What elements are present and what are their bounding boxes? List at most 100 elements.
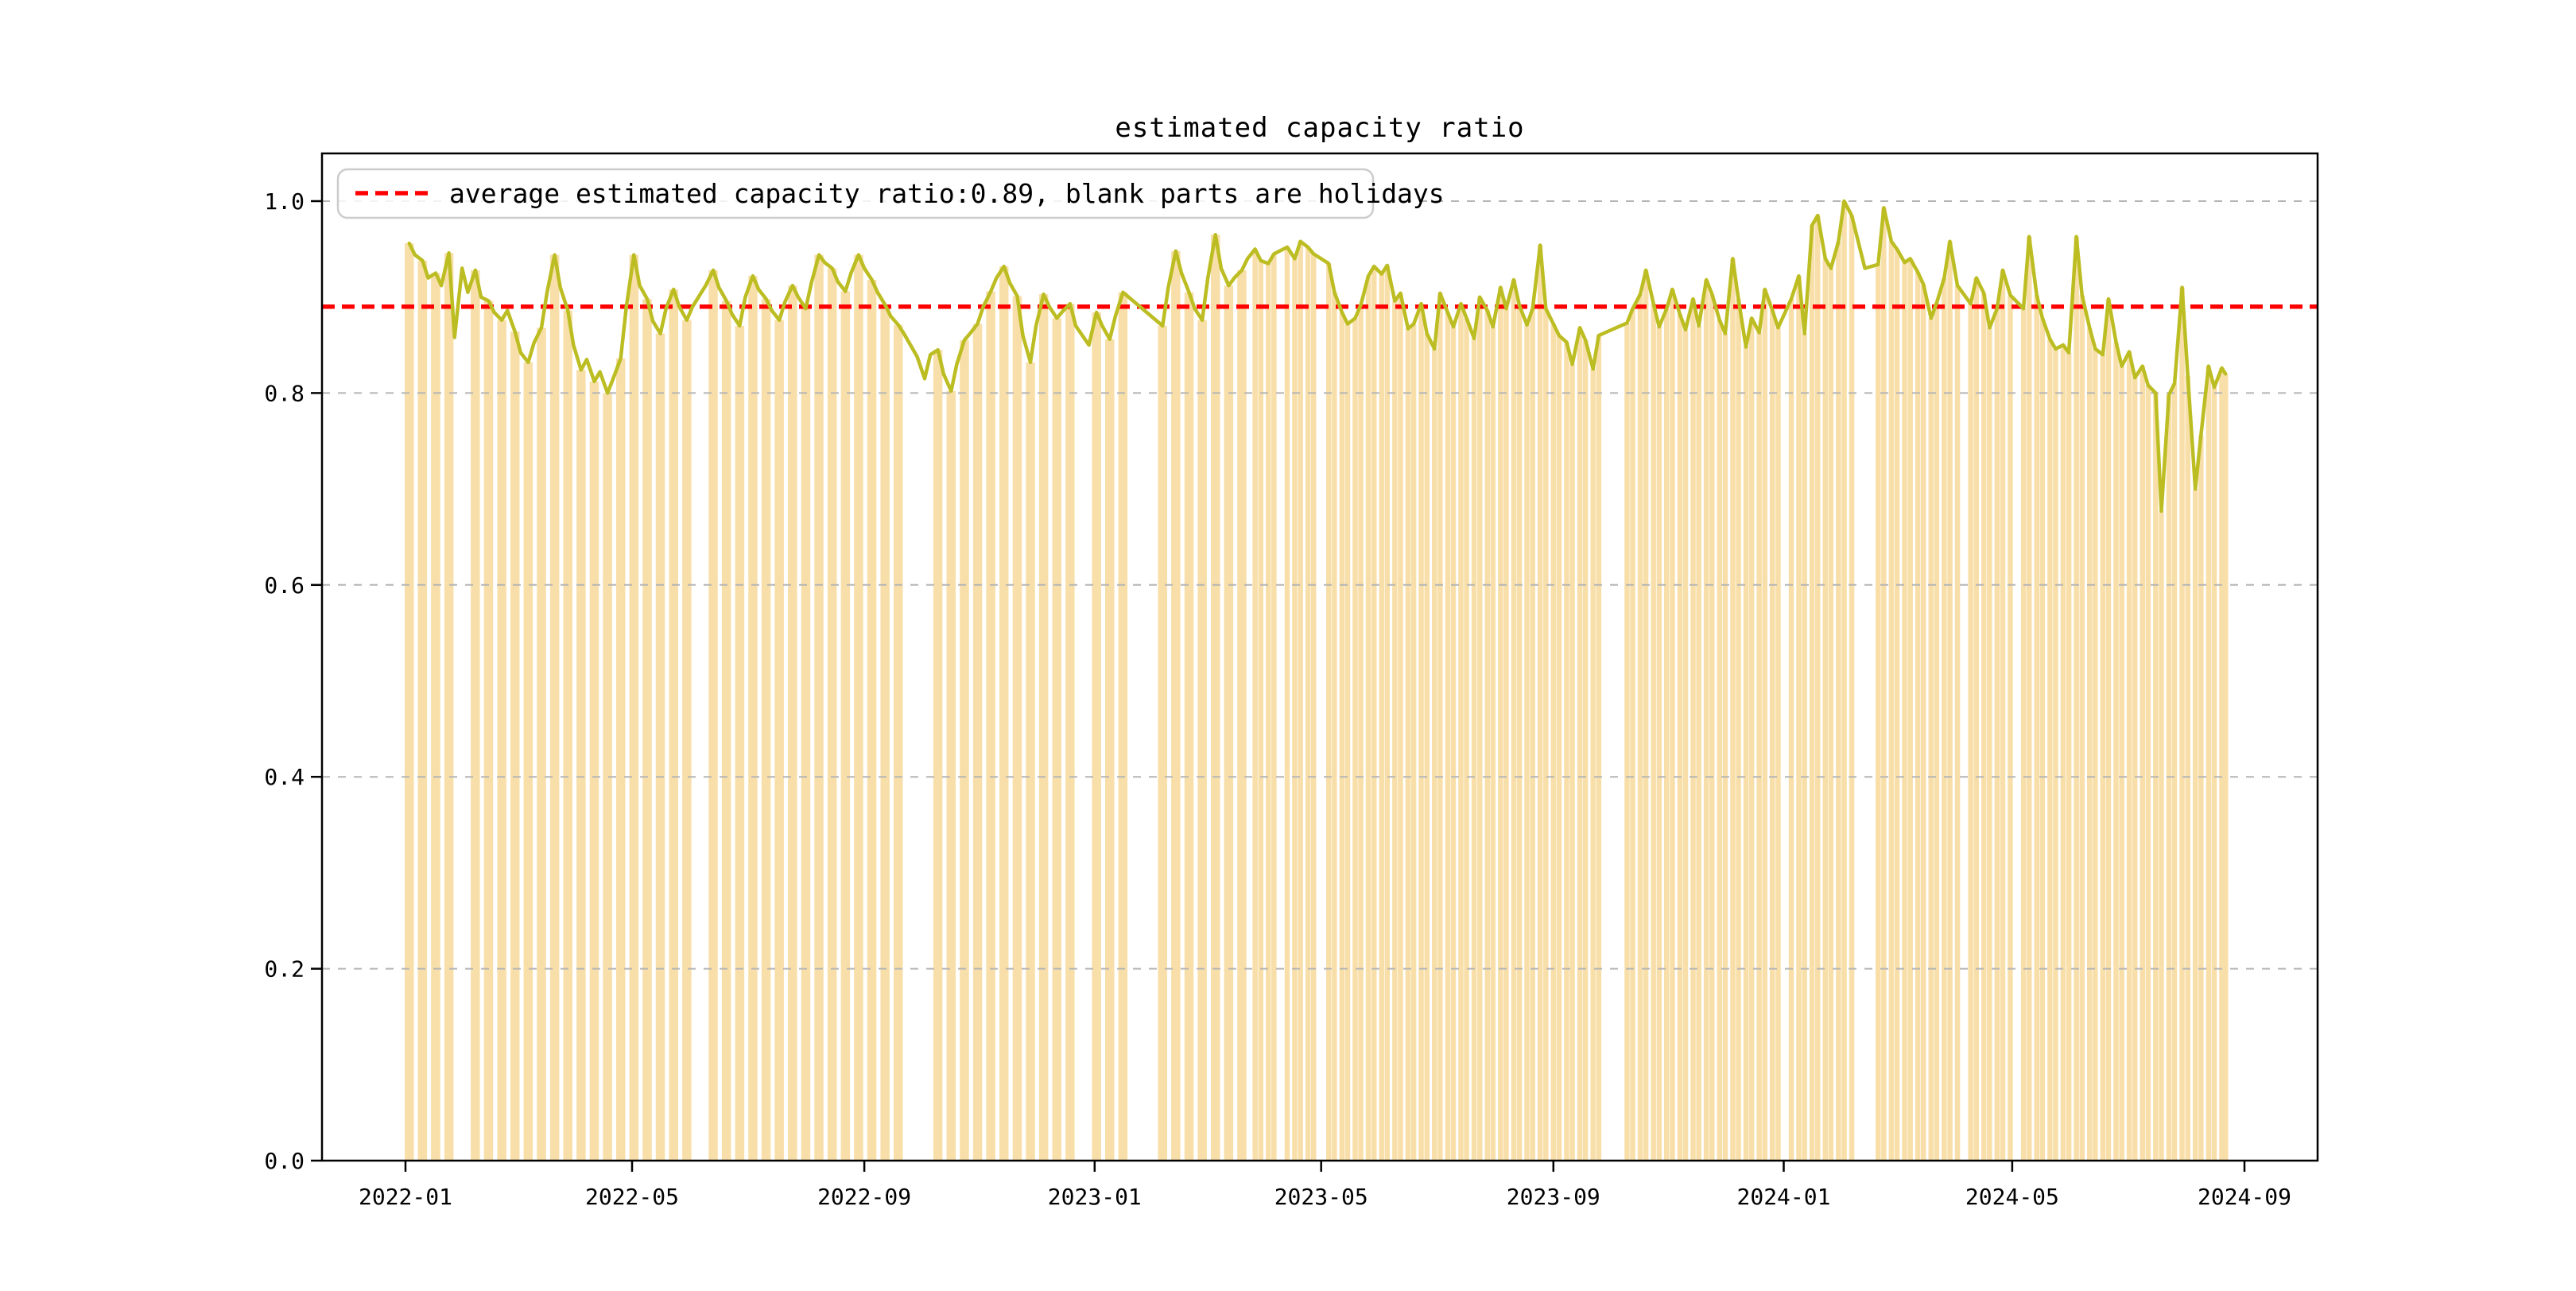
capacity-bar [510, 331, 520, 1161]
capacity-bar [1556, 335, 1562, 1161]
capacity-bar [1211, 235, 1220, 1161]
capacity-bar [2206, 366, 2212, 1161]
capacity-bar [972, 324, 983, 1161]
capacity-bar [1445, 312, 1451, 1161]
capacity-bar [1670, 289, 1675, 1161]
capacity-bar [1358, 304, 1364, 1161]
capacity-bar [2166, 394, 2172, 1161]
capacity-bar [1677, 314, 1683, 1161]
x-tick-label: 2022-01 [359, 1184, 452, 1210]
capacity-bar [814, 254, 824, 1161]
capacity-bar [1352, 318, 1358, 1161]
capacity-bar [1332, 292, 1337, 1161]
capacity-bar [1987, 328, 1992, 1161]
capacity-bar [1537, 245, 1543, 1161]
capacity-bar [880, 304, 890, 1161]
capacity-bar [1809, 225, 1815, 1161]
capacity-bar [1942, 277, 1947, 1161]
capacity-bar [1902, 262, 1907, 1161]
capacity-bar [2126, 351, 2132, 1161]
capacity-bar [1590, 369, 1596, 1161]
capacity-bar [1424, 333, 1430, 1161]
capacity-bar [1743, 347, 1749, 1161]
capacity-bar [2034, 295, 2039, 1161]
capacity-bar [1907, 258, 1913, 1161]
plot-border [320, 152, 2319, 1162]
capacity-bar [1339, 312, 1345, 1161]
capacity-bar [827, 268, 837, 1161]
capacity-bar [840, 291, 851, 1161]
capacity-bar [1651, 304, 1656, 1161]
capacity-bar [2179, 287, 2185, 1161]
capacity-bar [2008, 295, 2013, 1161]
capacity-bar [1384, 265, 1391, 1161]
capacity-bar [2113, 342, 2119, 1161]
capacity-bar [1530, 308, 1535, 1161]
capacity-bar [629, 254, 639, 1161]
capacity-bar [2020, 308, 2027, 1161]
capacity-bar [801, 308, 811, 1161]
capacity-bar [1258, 260, 1263, 1161]
capacity-bar [1564, 342, 1569, 1161]
capacity-bar [1311, 254, 1317, 1161]
capacity-bar [2079, 295, 2085, 1161]
capacity-bar [1796, 276, 1802, 1161]
capacity-bar [1849, 215, 1855, 1161]
capacity-bar [589, 381, 599, 1161]
capacity-bar [946, 391, 956, 1161]
capacity-bar [1305, 246, 1311, 1161]
capacity-bar [603, 393, 612, 1161]
y-tick-label: 0.0 [264, 1148, 305, 1174]
capacity-bar [1471, 338, 1477, 1161]
capacity-bar [1756, 332, 1762, 1161]
capacity-bar [894, 324, 903, 1161]
capacity-bar [1876, 264, 1881, 1161]
capacity-bar [1802, 333, 1807, 1161]
capacity-bar [1392, 300, 1398, 1161]
capacity-bar [1266, 263, 1271, 1161]
capacity-bar [2211, 387, 2217, 1161]
capacity-bar [1371, 266, 1377, 1161]
x-tick-label: 2022-09 [817, 1184, 911, 1210]
capacity-bar [1630, 308, 1635, 1161]
legend-box [336, 168, 1375, 219]
capacity-bar [642, 299, 652, 1161]
capacity-bar [761, 299, 771, 1161]
capacity-bar [1736, 299, 1741, 1161]
capacity-bar [1171, 250, 1181, 1161]
capacity-bar [1464, 318, 1469, 1161]
capacity-bar [933, 350, 943, 1161]
capacity-bar [523, 362, 533, 1161]
capacity-bar [735, 325, 745, 1161]
capacity-bar [1954, 285, 1961, 1161]
capacity-bar [2140, 366, 2145, 1161]
capacity-bar [1511, 280, 1517, 1161]
capacity-bar [2219, 368, 2225, 1161]
legend: average estimated capacity ratio:0.89, b… [336, 168, 1445, 219]
capacity-bar [1841, 201, 1847, 1161]
capacity-bar [2027, 236, 2032, 1161]
capacity-bar [1038, 294, 1049, 1161]
capacity-bar [655, 333, 665, 1161]
capacity-bar [1197, 320, 1207, 1161]
capacity-bar [2198, 435, 2204, 1161]
capacity-bar [1730, 258, 1736, 1161]
capacity-bar [2074, 236, 2079, 1161]
capacity-bar [1722, 333, 1728, 1161]
capacity-bar [1503, 308, 1509, 1161]
capacity-bar [2105, 299, 2112, 1161]
capacity-bar [1418, 304, 1424, 1161]
capacity-bar [497, 320, 506, 1161]
capacity-bar [2159, 510, 2164, 1161]
capacity-bar [1437, 293, 1443, 1161]
capacity-bar [483, 300, 494, 1161]
capacity-bar [1284, 246, 1290, 1161]
capacity-bar [682, 320, 692, 1161]
capacity-bar [2093, 348, 2098, 1161]
capacity-bar [1550, 324, 1557, 1161]
capacity-bar [2193, 489, 2198, 1161]
capacity-bar [2087, 328, 2093, 1161]
capacity-bar [1365, 276, 1371, 1161]
capacity-bar [788, 285, 797, 1161]
